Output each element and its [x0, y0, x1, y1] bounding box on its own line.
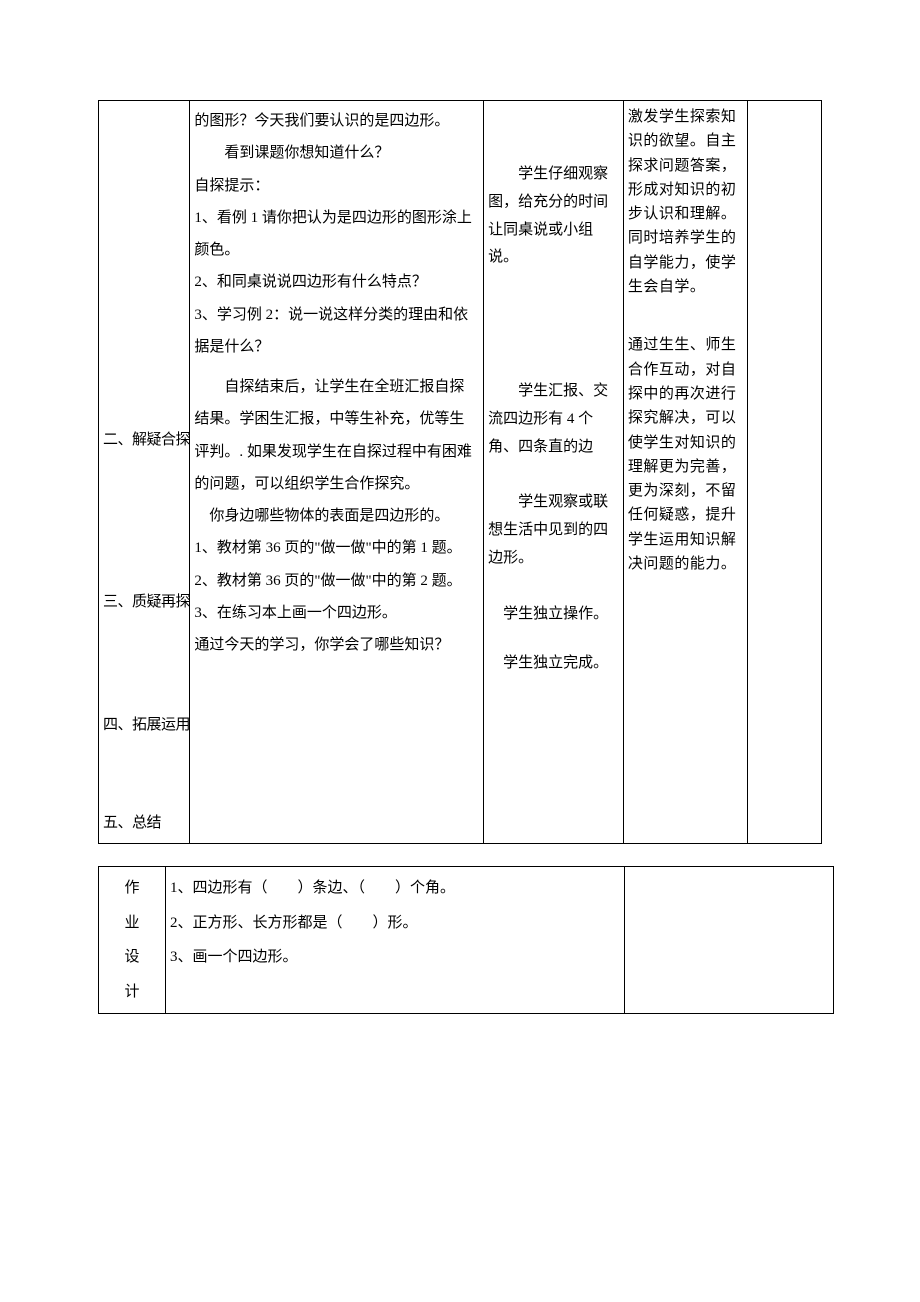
homework-label-char: 计 — [103, 975, 161, 1010]
homework-empty-cell — [625, 867, 834, 1014]
teacher-line: 你身边哪些物体的表面是四边形的。 — [194, 500, 479, 532]
student-line: 学生仔细观察图，给充分的时间让同桌说或小组说。 — [488, 161, 619, 272]
homework-content-cell: 1、四边形有（ ）条边、（ ）个角。 2、正方形、长方形都是（ ）形。 3、画一… — [166, 867, 625, 1014]
table-row: 作 业 设 计 1、四边形有（ ）条边、（ ）个角。 2、正方形、长方形都是（ … — [99, 867, 834, 1014]
student-line: 学生观察或联想生活中见到的四边形。 — [488, 489, 619, 572]
section-label-5: 五、总结 — [103, 808, 185, 840]
homework-line: 1、四边形有（ ）条边、（ ）个角。 — [170, 871, 620, 906]
teacher-line: 通过今天的学习，你学会了哪些知识？ — [194, 629, 479, 661]
section-label-2: 二、解疑合探 — [103, 425, 185, 457]
teacher-line: 2、教材第 36 页的"做一做"中的第 2 题。 — [194, 565, 479, 597]
section-label-4: 四、拓展运用 — [103, 710, 185, 742]
student-line: 学生汇报、交流四边形有 4 个角、四条直的边 — [488, 378, 619, 461]
student-activity-cell: 学生仔细观察图，给充分的时间让同桌说或小组说。 学生汇报、交流四边形有 4 个角… — [484, 101, 624, 844]
student-line: 学生独立完成。 — [488, 650, 619, 678]
homework-label-cell: 作 业 设 计 — [99, 867, 166, 1014]
empty-cell — [748, 101, 822, 844]
document-page: 二、解疑合探 三、质疑再探 四、拓展运用 五、总结 的图形？今天我们要认识的是四… — [0, 0, 920, 1074]
design-intent-cell: 激发学生探索知识的欲望。自主探求问题答案，形成对知识的初步认识和理解。同时培养学… — [623, 101, 747, 844]
homework-label-char: 作 — [103, 871, 161, 906]
homework-line: 3、画一个四边形。 — [170, 940, 620, 975]
teacher-line: 2、和同桌说说四边形有什么特点？ — [194, 266, 479, 298]
teacher-line: 3、在练习本上画一个四边形。 — [194, 597, 479, 629]
table-row: 二、解疑合探 三、质疑再探 四、拓展运用 五、总结 的图形？今天我们要认识的是四… — [99, 101, 822, 844]
section-label-3: 三、质疑再探 — [103, 587, 185, 619]
teacher-line: 1、教材第 36 页的"做一做"中的第 1 题。 — [194, 532, 479, 564]
student-line: 学生独立操作。 — [488, 601, 619, 629]
teacher-line: 1、看例 1 请你把认为是四边形的图形涂上颜色。 — [194, 202, 479, 267]
teacher-line: 看到课题你想知道什么？ — [194, 137, 479, 169]
homework-label-char: 业 — [103, 906, 161, 941]
homework-line: 2、正方形、长方形都是（ ）形。 — [170, 906, 620, 941]
lesson-plan-table: 二、解疑合探 三、质疑再探 四、拓展运用 五、总结 的图形？今天我们要认识的是四… — [98, 100, 822, 844]
intent-line: 通过生生、师生合作互动，对自探中的再次进行探究解决，可以使学生对知识的理解更为完… — [628, 333, 743, 576]
homework-table: 作 业 设 计 1、四边形有（ ）条边、（ ）个角。 2、正方形、长方形都是（ … — [98, 866, 834, 1014]
intent-line: 激发学生探索知识的欲望。自主探求问题答案，形成对知识的初步认识和理解。同时培养学… — [628, 105, 743, 299]
teacher-activity-cell: 的图形？今天我们要认识的是四边形。 看到课题你想知道什么？ 自探提示： 1、看例… — [190, 101, 484, 844]
homework-label-char: 设 — [103, 940, 161, 975]
teacher-line: 自探提示： — [194, 170, 479, 202]
section-labels-cell: 二、解疑合探 三、质疑再探 四、拓展运用 五、总结 — [99, 101, 190, 844]
teacher-line: 的图形？今天我们要认识的是四边形。 — [194, 105, 479, 137]
teacher-line: 自探结束后，让学生在全班汇报自探结果。学困生汇报，中等生补充，优等生评判。. 如… — [194, 371, 479, 500]
teacher-line: 3、学习例 2：说一说这样分类的理由和依据是什么？ — [194, 299, 479, 364]
